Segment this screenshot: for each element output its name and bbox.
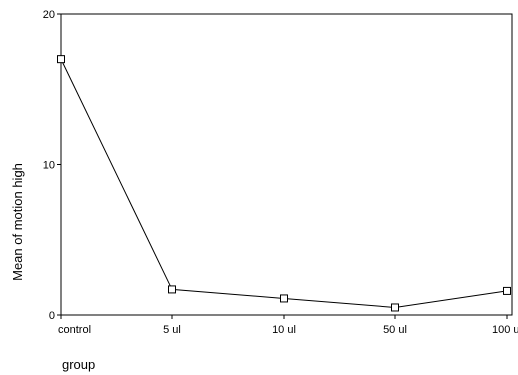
y-tick-label: 0 [49,310,55,322]
x-tick-label: 100 ul [492,324,518,336]
data-point-marker [503,286,511,295]
y-tick-label: 20 [43,9,55,21]
y-axis-title: Mean of motion high [10,163,25,281]
data-point-marker [168,285,176,294]
x-tick-label: 10 ul [272,324,296,336]
series-line [60,58,508,308]
data-point-marker [280,294,288,303]
series-markers [57,55,511,312]
data-point-marker [391,303,399,312]
x-tick-label: 5 ul [163,324,181,336]
x-tick-label: control [58,324,91,336]
x-tick-label: 50 ul [383,324,407,336]
plot-frame [60,13,513,316]
y-axis-ticks: 0 10 20 [43,9,61,322]
data-point-marker [57,55,65,64]
x-axis-ticks: control 5 ul 10 ul 50 ul 100 ul [58,315,518,336]
y-tick-label: 10 [43,160,55,172]
x-axis-title: group [62,357,95,372]
